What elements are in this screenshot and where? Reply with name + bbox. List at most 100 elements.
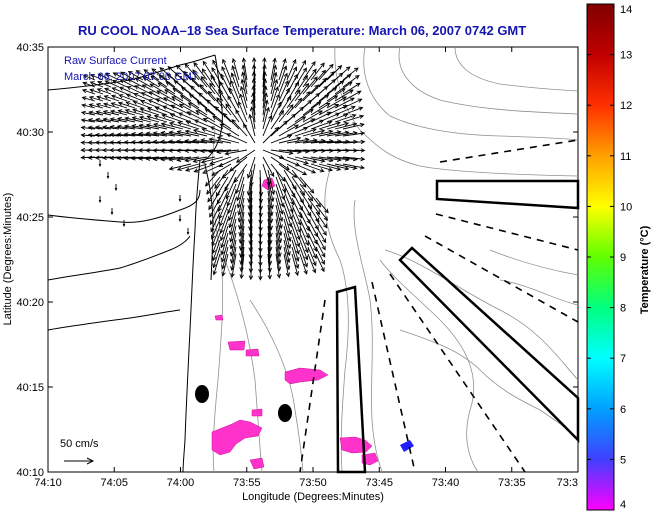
current-vector [168,163,192,171]
current-vector [231,65,240,88]
current-vector [315,204,329,222]
current-vector [218,88,232,109]
current-vector [291,239,300,262]
current-vector [334,122,358,130]
current-vector [112,72,128,81]
current-vector [221,65,232,88]
current-vector [286,137,310,144]
scale-arrow: 50 cm/s [60,438,99,465]
current-vector [212,253,221,276]
current-vector [219,204,229,227]
current-vector [299,232,309,254]
x-tick-label: 74:10 [34,477,62,489]
current-vector [307,190,322,208]
shipping-lane-southeast [398,246,580,444]
current-vector [239,85,248,109]
current-vector [132,100,152,109]
current-vectors [80,57,366,281]
current-vector [342,139,366,145]
current-vector [286,97,303,116]
station-dot [278,404,292,422]
current-vector [302,101,322,116]
coastline-nj-shore [182,159,201,473]
current-vector [212,115,232,130]
current-vector [102,117,120,123]
sst-patch [284,367,329,385]
current-vector [270,149,294,156]
current-vector [243,123,256,144]
current-vector [170,104,192,116]
current-vector [219,211,229,235]
current-vector [235,149,256,163]
current-vector [270,120,288,137]
current-vector [208,137,232,144]
current-vector [291,232,300,255]
current-vector [88,95,104,102]
current-vector [143,69,160,81]
current-vector [229,218,237,243]
current-vector [270,71,278,95]
current-vector [177,121,200,130]
current-vector [106,172,110,179]
current-vector [299,239,309,261]
current-vector [283,225,292,250]
current-vector [149,83,168,95]
colorbar-tick-label: 10 [620,201,632,213]
current-vector [291,169,307,188]
current-vector [334,89,354,102]
x-tick-label: 73:3 [557,477,578,489]
current-vector [98,196,102,203]
current-vector [117,101,136,109]
current-vector [342,114,365,123]
current-vector [302,163,325,173]
current-vector [291,204,302,226]
current-vector [227,190,237,214]
current-vector [146,115,168,123]
current-vector [176,163,200,172]
current-vector [262,71,267,95]
current-vector [89,88,104,95]
current-vector [87,118,104,123]
x-axis-label: Longitude (Degrees:Minutes) [242,491,384,503]
y-tick-label: 40:10 [16,467,44,479]
current-vector [97,80,112,88]
current-vector [204,108,224,123]
current-vector [342,131,366,137]
current-vector [294,108,314,123]
current-vector [262,149,285,159]
current-vector [267,169,276,196]
current-vector [124,108,144,116]
current-vector [251,78,257,102]
colorbar-gradient [586,3,615,511]
current-vector [291,225,301,248]
current-vector [110,94,128,102]
y-tick-label: 40:15 [16,382,44,394]
current-vector [211,225,221,247]
current-vector [239,253,245,280]
current-vector [286,116,307,130]
current-vector [195,110,216,123]
current-vector [221,253,229,277]
current-vector [278,136,302,144]
current-vector [81,88,96,95]
cold-sst-patch [400,440,414,452]
current-vector [236,183,245,209]
current-vector [249,106,256,130]
current-vector [157,82,176,95]
current-vector [120,71,136,81]
current-vector [262,106,270,130]
current-vector [315,232,326,251]
current-vector [262,156,275,178]
current-vector [87,125,104,130]
coastline-inland-2 [47,309,181,331]
current-vector [176,130,200,137]
current-vector [294,128,317,137]
current-vector [262,57,267,81]
current-vector [209,197,221,218]
current-vector [90,74,104,81]
current-vector [82,74,96,81]
current-vector [283,190,294,214]
x-tick-label: 73:50 [299,477,327,489]
current-vector [211,163,232,176]
sst-patch [214,314,224,321]
